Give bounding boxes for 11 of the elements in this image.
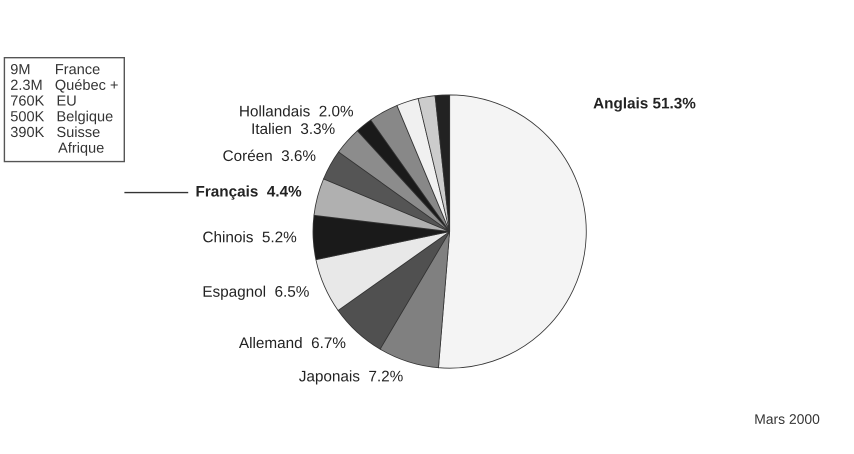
slice-label: Chinois 5.2% (203, 231, 296, 242)
slice-label: Coréen 3.6% (223, 150, 316, 162)
slice-label: Italien 3.3% (252, 122, 335, 134)
slice-label: Espagnol 6.5% (204, 286, 309, 300)
text: 9M France 2.3M Québec + 760K EU 500K Belgique 390K Suisse Afrique (10, 64, 118, 156)
slice-label: Hollandais 2.0% (240, 105, 354, 117)
legend-label: Français 4.4% (196, 185, 302, 200)
slice-label: Japonais 7.2% (299, 370, 403, 384)
slice-label: Anglais 51.3% (593, 97, 696, 112)
slice-label: Allemand 6.7% (238, 336, 346, 348)
text: Mars 2000 (755, 414, 820, 424)
